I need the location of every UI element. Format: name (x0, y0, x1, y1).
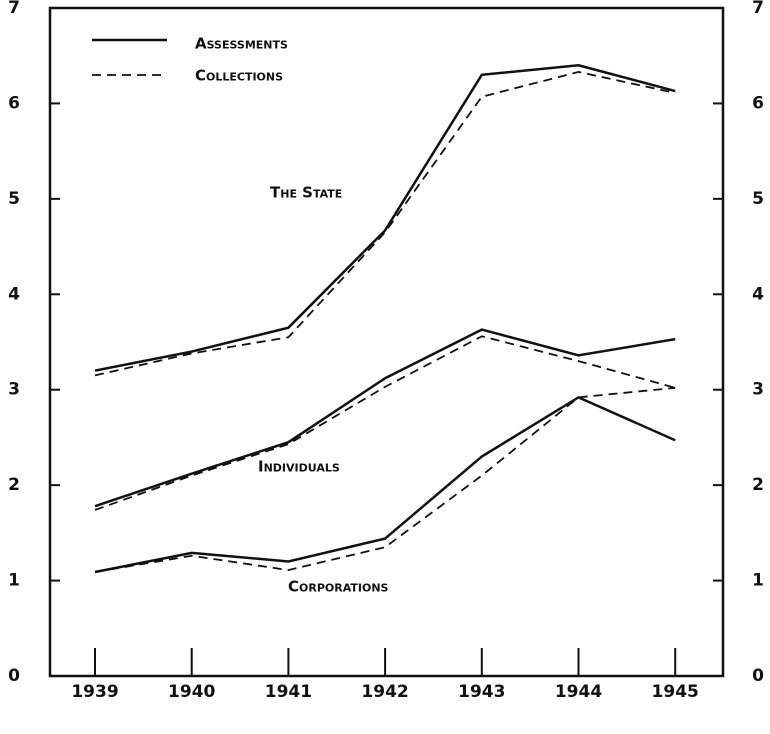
y2-tick-label: 0 (752, 666, 764, 686)
y2-tick-label: 6 (752, 93, 764, 113)
y2-tick-label: 7 (752, 0, 764, 18)
plot-frame (48, 6, 725, 678)
y-tick-label: 0 (8, 666, 20, 686)
collections-line (94, 71, 676, 377)
y-tick-label: 7 (8, 0, 20, 18)
x-tick-label: 1940 (168, 682, 215, 702)
assessments-line (94, 328, 676, 508)
y2-tick-label: 4 (752, 284, 764, 304)
y-tick-label: 3 (8, 380, 20, 400)
y2-tick-label: 5 (752, 189, 764, 209)
y-tick-label: 1 (8, 571, 20, 591)
collections-line (94, 335, 676, 511)
y-tick-label: 6 (8, 93, 20, 113)
x-tick-label: 1943 (458, 682, 505, 702)
y-tick-label: 5 (8, 189, 20, 209)
y-tick-label: 4 (8, 284, 20, 304)
y2-tick-label: 1 (752, 571, 764, 591)
legend-label: Collections (195, 67, 283, 85)
x-tick-label: 1939 (71, 682, 118, 702)
collections-line (94, 386, 676, 573)
group-label: Individuals (258, 458, 340, 476)
x-tick-label: 1942 (361, 682, 408, 702)
x-tick-label: 1945 (652, 682, 699, 702)
y2-tick-label: 3 (752, 380, 764, 400)
x-tick-label: 1944 (555, 682, 602, 702)
group-label: The State (270, 184, 342, 202)
assessments-line (94, 63, 676, 372)
legend-label: Assessments (195, 35, 288, 53)
x-tick-label: 1941 (265, 682, 312, 702)
group-label: Corporations (288, 578, 389, 596)
assessments-line (94, 395, 676, 574)
y-tick-label: 2 (8, 475, 20, 495)
y2-tick-label: 2 (752, 475, 764, 495)
